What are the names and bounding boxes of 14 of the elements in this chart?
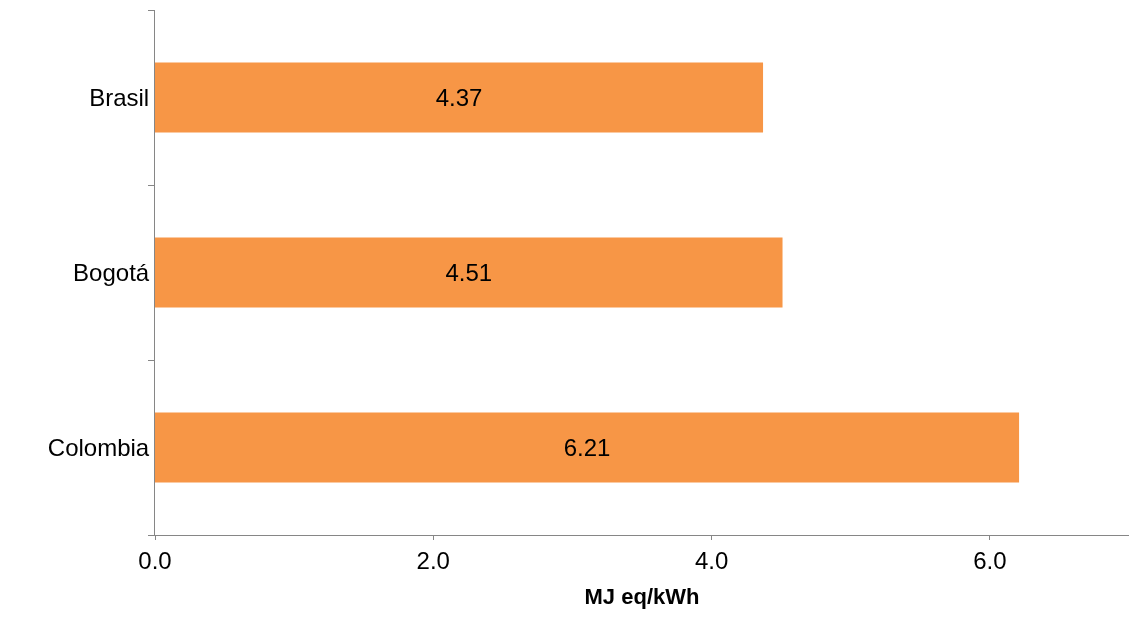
data-label: 4.37 [435, 84, 483, 111]
x-axis-title: MJ eq/kWh [584, 583, 700, 609]
x-tick-label: 4.0 [694, 546, 729, 574]
bar [155, 62, 764, 133]
x-tick-label: 6.0 [973, 546, 1007, 574]
data-label: 4.51 [445, 259, 493, 286]
data-label: 6.21 [563, 434, 611, 461]
y-tick-label: Brasil [89, 83, 150, 111]
bar [155, 237, 783, 308]
y-tick-label: Bogotá [73, 258, 150, 286]
x-tick-label: 2.0 [416, 546, 450, 574]
x-tick-label: 0.0 [138, 546, 172, 574]
bar [155, 412, 1020, 483]
y-tick-label: Colombia [47, 433, 150, 461]
